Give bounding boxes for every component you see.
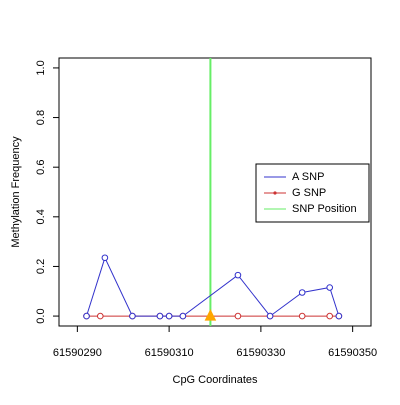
- data-point: [326, 284, 334, 291]
- data-point: [335, 312, 343, 320]
- legend-label: A SNP: [292, 171, 324, 183]
- x-axis-title: CpG Coordinates: [173, 374, 258, 386]
- legend: A SNP G SNP SNP Position: [255, 163, 370, 223]
- data-point: [234, 271, 242, 279]
- data-point: [179, 312, 187, 320]
- data-point: [96, 312, 104, 320]
- data-point: [298, 312, 306, 320]
- y-tick-label: 0.8: [35, 110, 47, 125]
- legend-label: SNP Position: [292, 203, 357, 215]
- legend-marker: [273, 191, 277, 195]
- axes-layer: 61590290 61590310 61590330 61590350 0.0 0.2 0.…: [10, 57, 377, 386]
- y-tick-label: 0.0: [35, 308, 47, 323]
- data-point: [101, 254, 109, 262]
- y-tick-label: 0.6: [35, 160, 47, 175]
- data-point: [234, 312, 242, 320]
- plot-frame: [58, 57, 372, 327]
- series-line-0: [86, 256, 340, 317]
- data-point: [83, 312, 90, 320]
- data-point: [165, 312, 173, 320]
- x-tick-label: 61590330: [236, 347, 285, 359]
- data-point: [156, 312, 164, 320]
- y-axis-title: Methylation Frequency: [10, 136, 22, 248]
- x-tick-label: 61590350: [328, 347, 377, 359]
- x-tick-label: 61590310: [145, 347, 194, 359]
- snp-position-marker: [204, 308, 217, 321]
- y-tick-label: 0.4: [35, 209, 47, 224]
- data-point: [129, 312, 136, 320]
- legend-label: G SNP: [292, 187, 326, 199]
- data-layer: [83, 58, 343, 326]
- data-point: [298, 289, 306, 296]
- x-tick-label: 61590290: [53, 347, 102, 359]
- data-point: [326, 312, 334, 320]
- y-tick-label: 0.2: [35, 259, 47, 274]
- data-point: [266, 312, 274, 320]
- y-tick-label: 1.0: [35, 60, 47, 75]
